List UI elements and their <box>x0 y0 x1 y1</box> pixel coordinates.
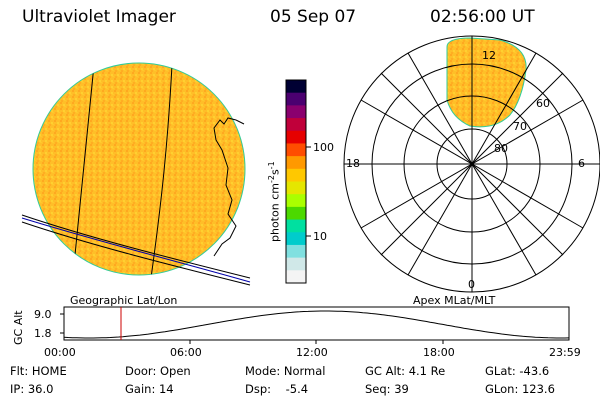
time-label: 02:56:00 UT <box>430 7 535 27</box>
info-gain: Gain: 14 <box>125 382 174 396</box>
colorbar-segment <box>286 244 306 259</box>
info-mode: Mode: Normal <box>245 364 326 378</box>
alt-ytick-9: 9.0 <box>34 308 52 321</box>
alt-xtick-1200: 12:00 <box>296 346 328 359</box>
mlt-label-18: 18 <box>346 157 360 170</box>
latitude-line <box>21 221 251 286</box>
instrument-title: Ultraviolet Imager <box>22 7 176 27</box>
info-glat: GLat: -43.6 <box>485 364 550 378</box>
mlt-label-12: 12 <box>482 49 496 62</box>
colorbar-tick-10: 10 <box>313 230 327 243</box>
meridian-line <box>71 63 96 275</box>
alt-xtick-0600: 06:00 <box>170 346 202 359</box>
date-label: 05 Sep 07 <box>270 7 357 27</box>
altitude-plot <box>60 306 570 344</box>
alt-xtick-2359: 23:59 <box>549 346 581 359</box>
colorbar <box>285 79 311 284</box>
latitude-line <box>21 214 251 279</box>
colorbar-segment <box>286 270 306 284</box>
left-panel-caption: Geographic Lat/Lon <box>70 294 178 307</box>
meridian-line <box>149 64 173 275</box>
colorbar-segment <box>286 105 306 119</box>
colorbar-segment <box>286 130 306 144</box>
mlat-label-80: 80 <box>494 142 508 155</box>
coastline <box>235 119 245 125</box>
colorbar-unit-label: photon cm-2s-1 <box>267 161 282 242</box>
colorbar-segment <box>286 92 306 106</box>
info-gc-alt: GC Alt: 4.1 Re <box>365 364 446 378</box>
colorbar-segment <box>286 219 306 233</box>
alt-ylabel: GC Alt <box>12 310 25 345</box>
colorbar-segment <box>286 168 306 182</box>
colorbar-segment <box>286 257 306 271</box>
colorbar-segment <box>286 80 306 94</box>
coastline <box>213 117 237 257</box>
colorbar-tick-100: 100 <box>313 141 334 154</box>
info-ip: IP: 36.0 <box>10 382 54 396</box>
info-door: Door: Open <box>125 364 191 378</box>
colorbar-segment <box>286 156 306 170</box>
colorbar-segment <box>286 143 306 157</box>
mlat-label-60: 60 <box>536 97 550 110</box>
mlat-label-70: 70 <box>513 120 527 133</box>
colorbar-segment <box>286 232 306 246</box>
polar-plot <box>343 35 600 293</box>
colorbar-segment <box>286 206 306 221</box>
right-panel-caption: Apex MLat/MLT <box>413 294 496 307</box>
info-glon: GLon: 123.6 <box>485 382 555 396</box>
colorbar-segment <box>286 118 306 132</box>
alt-xtick-1800: 18:00 <box>423 346 455 359</box>
coastline <box>21 217 251 283</box>
alt-xtick-0000: 00:00 <box>44 346 76 359</box>
alt-ytick-1: 1.8 <box>34 327 52 340</box>
colorbar-segment <box>286 194 306 208</box>
altitude-curve <box>63 310 570 339</box>
geographic-image <box>21 62 251 286</box>
info-flight: Flt: HOME <box>10 364 67 378</box>
colorbar-segment <box>286 181 306 195</box>
mlt-label-0: 0 <box>468 278 475 291</box>
info-seq: Seq: 39 <box>365 382 409 396</box>
info-dsp: Dsp: -5.4 <box>245 382 309 396</box>
mlt-label-6: 6 <box>578 157 585 170</box>
